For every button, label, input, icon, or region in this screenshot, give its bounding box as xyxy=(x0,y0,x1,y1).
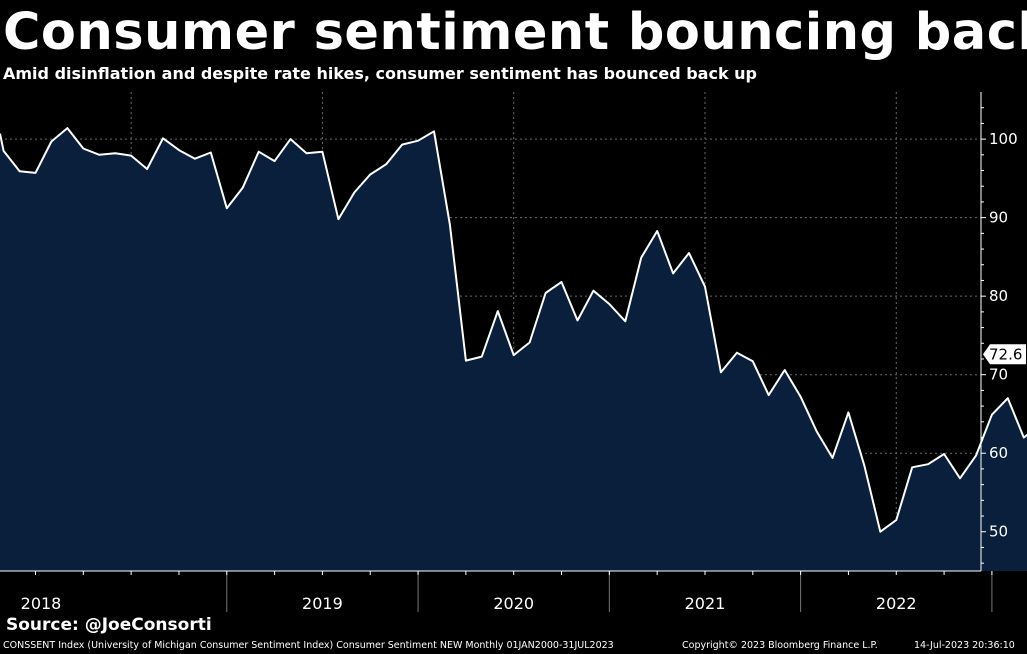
sentiment-chart: 5060708090100201820192020202120222023 72… xyxy=(0,92,1027,613)
last-value-label: 72.6 xyxy=(989,345,1022,363)
timestamp: 14-Jul-2023 20:36:10 xyxy=(914,640,1015,651)
axis-labels: 5060708090100201820192020202120222023 xyxy=(21,130,1018,613)
y-tick-label: 60 xyxy=(989,444,1008,462)
sentiment-area xyxy=(0,128,1027,571)
last-value-marker: 72.6 xyxy=(983,344,1026,365)
chart-subtitle: Amid disinflation and despite rate hikes… xyxy=(3,64,758,83)
x-tick-label: 2020 xyxy=(493,594,534,613)
x-tick-label: 2019 xyxy=(302,594,343,613)
index-info: CONSSENT Index (University of Michigan C… xyxy=(3,640,614,651)
axes xyxy=(0,92,993,612)
y-tick-label: 50 xyxy=(989,523,1008,541)
copyright: Copyright© 2023 Bloomberg Finance L.P. xyxy=(682,640,878,651)
source-credit: Source: @JoeConsorti xyxy=(6,615,212,635)
y-tick-label: 90 xyxy=(989,209,1008,227)
sentiment-line xyxy=(0,127,1027,533)
y-tick-label: 70 xyxy=(989,366,1008,384)
x-tick-label: 2021 xyxy=(685,594,726,613)
x-tick-label: 2022 xyxy=(876,594,917,613)
last-value-box xyxy=(983,344,1026,365)
y-tick-label: 80 xyxy=(989,287,1008,305)
chart-title: Consumer sentiment bouncing back xyxy=(3,3,1027,62)
x-tick-label: 2018 xyxy=(21,594,62,613)
y-tick-label: 100 xyxy=(989,130,1018,148)
